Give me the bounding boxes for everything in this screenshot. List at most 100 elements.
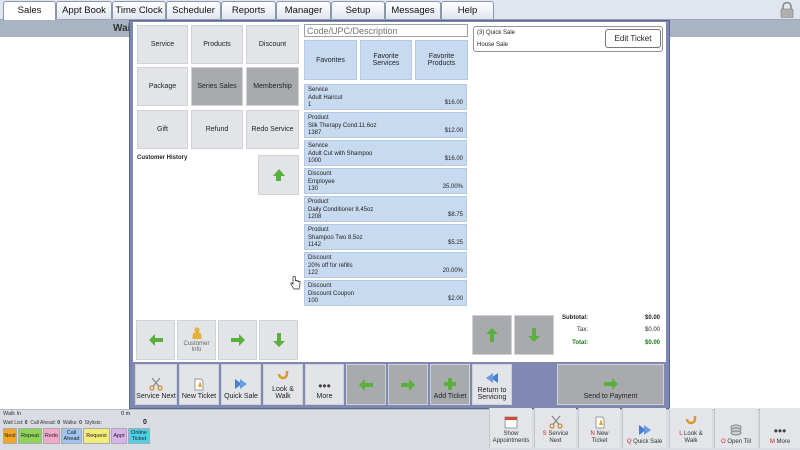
category-refund-button[interactable]: Refund <box>191 110 243 149</box>
chip-label: Online Ticket <box>131 430 147 442</box>
ticket-scroll-up-button[interactable] <box>472 315 512 355</box>
tab-reports[interactable]: Reports <box>221 1 276 19</box>
list-item[interactable]: Discount Employee 130 35.00% <box>304 168 467 194</box>
chip-redo[interactable]: Redo <box>43 428 60 444</box>
arrow-down-icon <box>528 328 540 342</box>
tab-sales[interactable]: Sales <box>3 1 56 20</box>
category-label: Gift <box>157 126 168 133</box>
new-ticket-button[interactable]: New Ticket <box>179 364 219 405</box>
history-prev-button[interactable] <box>136 320 175 360</box>
lock-icon[interactable] <box>780 2 794 18</box>
category-products-button[interactable]: Products <box>191 25 243 64</box>
appbar-quick-sale-button[interactable]: Q Quick Sale <box>622 408 666 448</box>
shortcut-key: S <box>542 431 547 437</box>
appbar-more-button[interactable]: ••• M More <box>759 408 800 448</box>
quick-sale-icon <box>638 425 651 435</box>
customer-info-button[interactable]: Customer Info <box>177 320 216 360</box>
category-discount-button[interactable]: Discount <box>246 25 299 64</box>
wait-list-label: Wait List: <box>3 420 24 426</box>
edit-ticket-button[interactable]: Edit Ticket <box>605 29 661 48</box>
list-item[interactable]: Product Silk Therapy Cond.11.6oz 1387 $1… <box>304 112 467 138</box>
quick-sale-button[interactable]: Quick Sale <box>221 364 261 405</box>
favorites-button[interactable]: Favorites <box>304 40 357 80</box>
category-package-button[interactable]: Package <box>137 67 188 106</box>
item-name: Silk Therapy Cond.11.6oz <box>308 122 377 129</box>
item-value: $12.00 <box>444 127 463 134</box>
tab-appt-book[interactable]: Appt Book <box>56 1 112 19</box>
new-ticket-icon <box>194 378 204 391</box>
list-item[interactable]: Service Adult Haircut 1 $16.00 <box>304 84 467 110</box>
history-next-button[interactable] <box>218 320 257 360</box>
waitlist-title: Walk In <box>3 411 21 417</box>
category-gift-button[interactable]: Gift <box>137 110 188 149</box>
tab-setup[interactable]: Setup <box>331 1 385 19</box>
appbar-look-walk-button[interactable]: L Look & Walk <box>669 408 712 448</box>
more-button[interactable]: ••• More <box>305 364 344 405</box>
favorite-products-button[interactable]: Favorite Products <box>415 40 468 80</box>
show-appointments-button[interactable]: Show Appointments <box>489 408 532 448</box>
item-code: 1387 <box>308 130 322 136</box>
category-redo-service-button[interactable]: Redo Service <box>246 110 299 149</box>
tab-scheduler[interactable]: Scheduler <box>166 1 221 19</box>
category-service-button[interactable]: Service <box>137 25 188 64</box>
service-next-label: Service Next <box>136 393 176 400</box>
category-label: Products <box>203 41 231 48</box>
subtotal-label: Subtotal: <box>562 315 588 321</box>
chip-request[interactable]: Request <box>83 428 110 444</box>
total-value: $0.00 <box>644 340 660 346</box>
arrow-up-icon <box>272 169 285 181</box>
return-to-servicing-button[interactable]: Return to Servicing <box>472 364 512 405</box>
category-series-sales-button[interactable]: Series Sales <box>191 67 243 106</box>
add-ticket-button[interactable]: Add Ticket <box>430 364 470 405</box>
item-code: 130 <box>308 186 319 192</box>
chip-appt[interactable]: Appt <box>111 428 127 444</box>
appbar-open-till-button[interactable]: O Open Till <box>714 408 757 448</box>
chip-next[interactable]: Next <box>3 428 17 444</box>
tab-help[interactable]: Help <box>441 1 494 19</box>
ticket-next-button[interactable] <box>388 364 428 405</box>
send-to-payment-button[interactable]: Send to Payment <box>557 364 664 405</box>
look-walk-button[interactable]: Look & Walk <box>263 364 303 405</box>
item-name: 20% off for refills <box>308 262 353 269</box>
more-dots-icon: ••• <box>773 424 787 438</box>
favorite-services-button[interactable]: Favorite Services <box>360 40 412 80</box>
item-name: Employee <box>308 178 335 185</box>
search-input[interactable] <box>304 24 468 37</box>
ticket-customer: House Sale <box>477 42 509 48</box>
ticket-scroll-down-button[interactable] <box>514 315 554 355</box>
arrow-right-icon <box>230 334 245 346</box>
new-ticket-icon <box>595 416 604 429</box>
quick-sale-label: Quick Sale <box>633 439 663 445</box>
stylists-label: Stylists: <box>84 420 102 426</box>
category-membership-button[interactable]: Membership <box>246 67 299 106</box>
appbar-new-ticket-button[interactable]: N New Ticket <box>578 408 620 448</box>
list-item[interactable]: Service Adult Cut with Shampoo 1000 $16.… <box>304 140 467 166</box>
arrow-right-icon <box>401 378 415 391</box>
category-label: Series Sales <box>197 83 237 90</box>
chip-online-ticket[interactable]: Online Ticket <box>128 428 150 444</box>
history-scroll-down-button[interactable] <box>259 320 298 360</box>
tab-messages[interactable]: Messages <box>385 1 441 19</box>
page-title: Wai <box>113 23 131 34</box>
tab-time-clock[interactable]: Time Clock <box>112 1 166 19</box>
list-item[interactable]: Discount 20% off for refills 122 20.00% <box>304 252 467 278</box>
list-item[interactable]: Discount Discount Coupon 100 $2.00 <box>304 280 467 306</box>
chip-label: Next <box>4 433 16 439</box>
customer-info-label: Customer Info <box>183 341 210 353</box>
service-next-button[interactable]: Service Next <box>135 364 177 405</box>
history-scroll-up-button[interactable] <box>258 155 299 195</box>
appbar-service-next-button[interactable]: S Service Next <box>534 408 576 448</box>
ticket-prev-button[interactable] <box>346 364 386 405</box>
tax-value: $0.00 <box>644 327 660 333</box>
chip-repeat[interactable]: Repeat <box>18 428 42 444</box>
tab-manager[interactable]: Manager <box>276 1 331 19</box>
list-item[interactable]: Product Shampoo Two 8.5oz 1142 $5.25 <box>304 224 467 250</box>
list-item[interactable]: Product Daily Conditioner 8.45oz 1208 $8… <box>304 196 467 222</box>
plus-icon <box>444 378 456 390</box>
favorites-label: Favorites <box>316 56 345 64</box>
chip-call-ahead[interactable]: Call Ahead <box>61 428 82 444</box>
arrow-up-icon <box>486 328 498 342</box>
category-label: Membership <box>253 83 292 90</box>
category-label: Redo Service <box>251 126 294 133</box>
category-label: Refund <box>205 126 229 133</box>
